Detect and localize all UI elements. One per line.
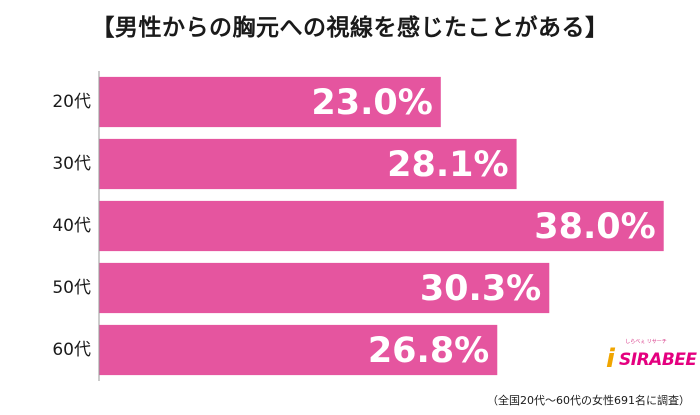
value-label: 30.3% xyxy=(420,269,541,309)
bar-20代 xyxy=(99,76,441,128)
logo-wordmark: SIRABEE xyxy=(619,350,697,370)
category-label: 60代 xyxy=(52,340,91,360)
category-label: 50代 xyxy=(52,278,91,298)
bar-50代 xyxy=(99,262,550,314)
logo-person-icon: i xyxy=(606,344,615,374)
value-label: 38.0% xyxy=(534,207,655,247)
value-label: 26.8% xyxy=(368,331,489,371)
category-label: 20代 xyxy=(52,92,91,112)
value-label: 28.1% xyxy=(387,145,508,185)
category-label: 40代 xyxy=(52,216,91,236)
sirabee-logo: しらべぇ リサーチ i SIRABEE xyxy=(606,338,697,376)
value-label: 23.0% xyxy=(311,83,432,123)
category-label: 30代 xyxy=(52,154,91,174)
survey-footnote: （全国20代～60代の女性691名に調査） xyxy=(487,394,690,407)
chart-title: 【男性からの胸元への視線を感じたことがある】 xyxy=(91,15,609,41)
bar-60代 xyxy=(99,324,498,376)
bar-40代 xyxy=(99,200,664,252)
bar-30代 xyxy=(99,138,517,190)
logo-tagline: しらべぇ リサーチ xyxy=(625,339,667,345)
